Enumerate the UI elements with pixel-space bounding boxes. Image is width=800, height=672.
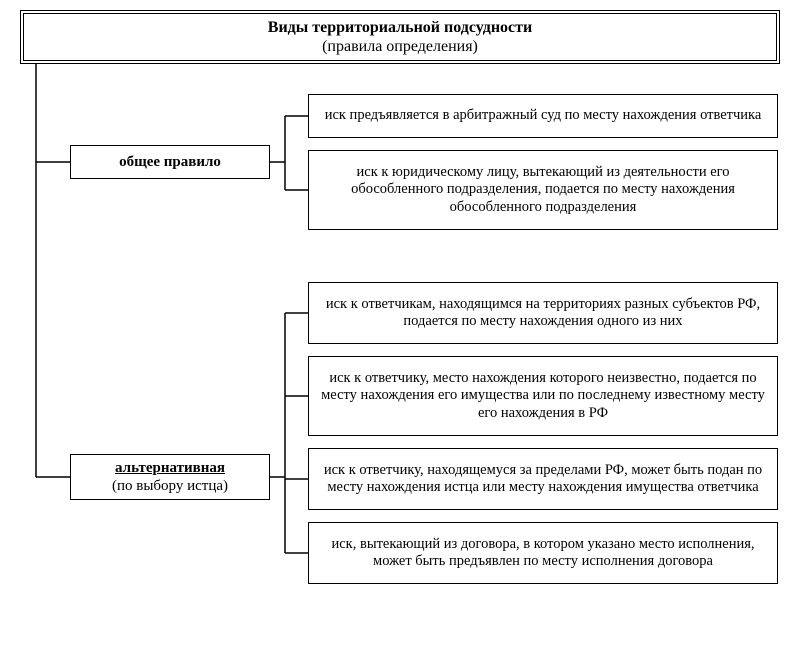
branch-alternative-sub: (по выбору истца) xyxy=(112,477,228,495)
title-line1: Виды территориальной подсудности xyxy=(30,18,770,37)
title-box: Виды территориальной подсудности (правил… xyxy=(20,10,780,64)
alternative-detail-1: иск к ответчику, место нахождения которо… xyxy=(308,356,778,436)
general-detail-1: иск к юридическому лицу, вытекающий из д… xyxy=(308,150,778,230)
branch-general-label: общее правило xyxy=(119,153,221,171)
alternative-detail-0: иск к ответчикам, находящимся на террито… xyxy=(308,282,778,344)
branch-general: общее правило xyxy=(70,145,270,179)
branch-alternative-label: альтернативная xyxy=(115,459,225,477)
alternative-detail-2: иск к ответчику, находящемуся за предела… xyxy=(308,448,778,510)
branch-alternative: альтернативная (по выбору истца) xyxy=(70,454,270,500)
general-detail-0: иск предъявляется в арбитражный суд по м… xyxy=(308,94,778,138)
alternative-detail-3: иск, вытекающий из договора, в котором у… xyxy=(308,522,778,584)
title-line2: (правила определения) xyxy=(30,37,770,56)
